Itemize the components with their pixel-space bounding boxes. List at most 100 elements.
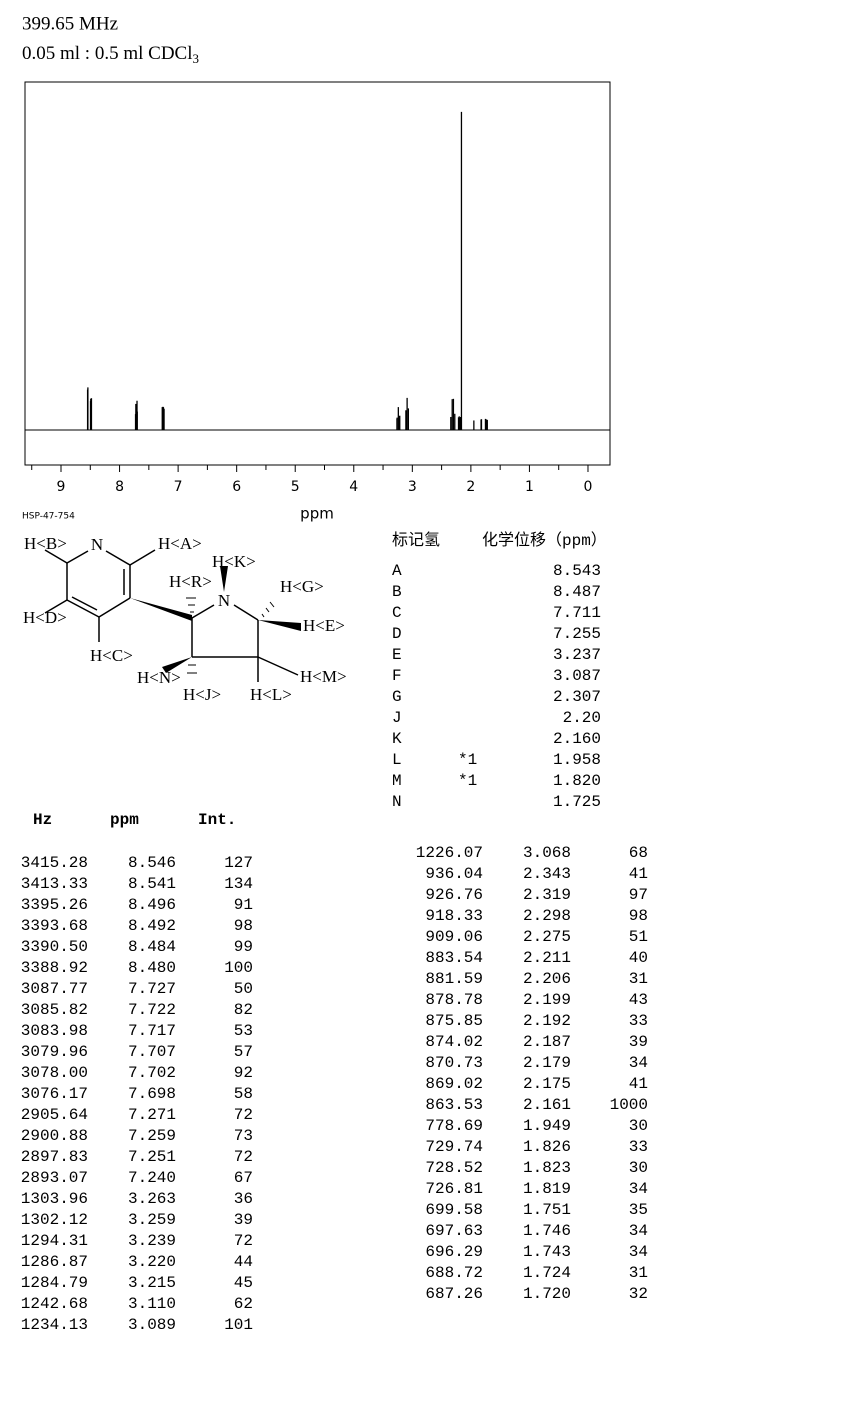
peak-header: ppm xyxy=(110,811,139,829)
h-label: H<R> xyxy=(169,572,212,591)
peak-cell: 73 xyxy=(234,1127,253,1145)
assign-shift: 7.255 xyxy=(553,625,601,643)
peak-cell: 30 xyxy=(629,1159,648,1177)
peak-cell: 3078.00 xyxy=(21,1064,88,1082)
peak-cell: 2.319 xyxy=(523,886,571,904)
x-tick-label: 4 xyxy=(349,479,358,495)
assign-shift: 1.820 xyxy=(553,772,601,790)
peak-cell: 134 xyxy=(224,875,253,893)
peak-cell: 3079.96 xyxy=(21,1043,88,1061)
peak-cell: 7.251 xyxy=(128,1148,176,1166)
peak-cell: 1.823 xyxy=(523,1159,571,1177)
peak-cell: 99 xyxy=(234,938,253,956)
peak-cell: 7.240 xyxy=(128,1169,176,1187)
peak-cell: 1.949 xyxy=(523,1117,571,1135)
peak-cell: 36 xyxy=(234,1190,253,1208)
peak-cell: 7.727 xyxy=(128,980,176,998)
peak-cell: 3.263 xyxy=(128,1190,176,1208)
peak-cell: 8.480 xyxy=(128,959,176,977)
peak-cell: 1.746 xyxy=(523,1222,571,1240)
peak-cell: 98 xyxy=(234,917,253,935)
peak-cell: 1286.87 xyxy=(21,1253,88,1271)
assign-label: G xyxy=(392,688,402,706)
peak-cell: 2.211 xyxy=(523,949,571,967)
peak-cell: 32 xyxy=(629,1285,648,1303)
peak-cell: 870.73 xyxy=(425,1054,483,1072)
peak-cell: 3.215 xyxy=(128,1274,176,1292)
peak-cell: 696.29 xyxy=(425,1243,483,1261)
x-tick-label: 3 xyxy=(408,479,417,495)
x-tick-label: 7 xyxy=(174,479,183,495)
peak-cell: 1242.68 xyxy=(21,1295,88,1313)
assign-shift: 1.725 xyxy=(553,793,601,811)
peak-cell: 3076.17 xyxy=(21,1085,88,1103)
peak-cell: 91 xyxy=(234,896,253,914)
assign-label: J xyxy=(392,709,402,727)
peak-cell: 3.220 xyxy=(128,1253,176,1271)
peak-cell: 100 xyxy=(224,959,253,977)
peak-cell: 2.199 xyxy=(523,991,571,1009)
wedges xyxy=(130,566,301,673)
x-axis-label: ppm xyxy=(300,505,334,523)
assign-label: M xyxy=(392,772,402,790)
peak-cell: 40 xyxy=(629,949,648,967)
peak-cell: 50 xyxy=(234,980,253,998)
peak-cell: 688.72 xyxy=(425,1264,483,1282)
peak-cell: 1303.96 xyxy=(21,1190,88,1208)
h-label: H<B> xyxy=(24,534,67,553)
assign-shift: 7.711 xyxy=(553,604,601,622)
peak-cell: 878.78 xyxy=(425,991,483,1009)
peak-cell: 697.63 xyxy=(425,1222,483,1240)
x-tick-label: 0 xyxy=(584,479,593,495)
peak-cell: 1294.31 xyxy=(21,1232,88,1250)
x-tick-label: 6 xyxy=(232,479,241,495)
peak-cell: 3.068 xyxy=(523,844,571,862)
peak-cell: 2.175 xyxy=(523,1075,571,1093)
peak-cell: 67 xyxy=(234,1169,253,1187)
peak-cell: 1302.12 xyxy=(21,1211,88,1229)
sample-text: 0.05 ml : 0.5 ml CDCl xyxy=(22,43,193,64)
h-label: H<N> xyxy=(137,668,181,687)
h-label: H<G> xyxy=(280,577,324,596)
peak-cell: 7.717 xyxy=(128,1022,176,1040)
peak-cell: 57 xyxy=(234,1043,253,1061)
peak-cell: 101 xyxy=(224,1316,253,1334)
peak-cell: 1284.79 xyxy=(21,1274,88,1292)
peak-cell: 3.259 xyxy=(128,1211,176,1229)
assign-note: *1 xyxy=(458,772,477,790)
peak-cell: 1.819 xyxy=(523,1180,571,1198)
peak-cell: 68 xyxy=(629,844,648,862)
peak-cell: 39 xyxy=(234,1211,253,1229)
atom: N xyxy=(218,591,230,610)
peak-cell: 2905.64 xyxy=(21,1106,88,1124)
peak-cell: 729.74 xyxy=(425,1138,483,1156)
peak-cell: 918.33 xyxy=(425,907,483,925)
peak-cell: 53 xyxy=(234,1022,253,1040)
peak-cell: 936.04 xyxy=(425,865,483,883)
assign-shift: 2.160 xyxy=(553,730,601,748)
assign-label: E xyxy=(392,646,402,664)
x-tick-label: 8 xyxy=(115,479,124,495)
peak-cell: 8.484 xyxy=(128,938,176,956)
plot-frame xyxy=(24,81,611,466)
peak-cell: 34 xyxy=(629,1243,648,1261)
peak-cell: 687.26 xyxy=(425,1285,483,1303)
atom: N xyxy=(91,535,103,554)
peak-cell: 3388.92 xyxy=(21,959,88,977)
peak-cell: 869.02 xyxy=(425,1075,483,1093)
assign-header: 化学位移（ppm） xyxy=(482,531,607,550)
peak-cell: 44 xyxy=(234,1253,253,1271)
peak-cell: 34 xyxy=(629,1222,648,1240)
peak-cell: 1.724 xyxy=(523,1264,571,1282)
x-tick-label: 5 xyxy=(291,479,300,495)
assign-shift: 3.237 xyxy=(553,646,601,664)
peak-cell: 3083.98 xyxy=(21,1022,88,1040)
peak-header: Int. xyxy=(198,811,236,829)
peak-cell: 2900.88 xyxy=(21,1127,88,1145)
peak-cell: 3.089 xyxy=(128,1316,176,1334)
peak-cell: 778.69 xyxy=(425,1117,483,1135)
peak-cell: 97 xyxy=(629,886,648,904)
peak-cell: 7.271 xyxy=(128,1106,176,1124)
assign-label: A xyxy=(392,562,402,580)
